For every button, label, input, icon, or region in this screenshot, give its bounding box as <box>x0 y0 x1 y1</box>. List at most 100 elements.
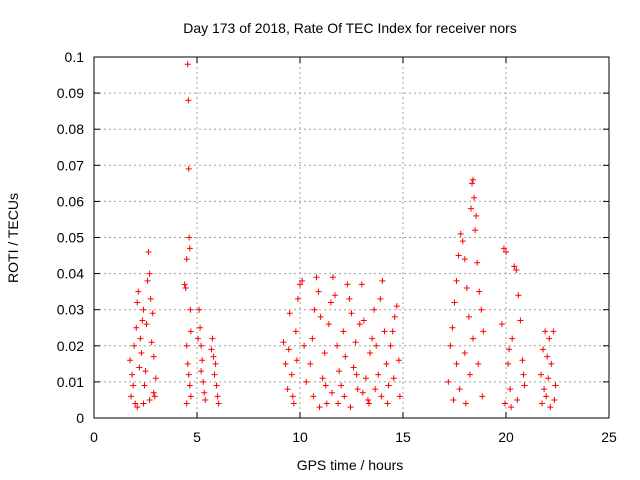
data-point <box>548 360 555 367</box>
data-point <box>498 321 505 328</box>
y-tick-label: 0.01 <box>57 374 84 390</box>
data-point <box>540 346 547 353</box>
x-tick-label: 15 <box>395 429 411 445</box>
y-tick-label: 0.08 <box>57 121 84 137</box>
x-tick-label: 20 <box>498 429 514 445</box>
y-tick-label: 0.04 <box>57 266 84 282</box>
data-point <box>381 328 388 335</box>
data-point <box>288 371 295 378</box>
data-point <box>476 288 483 295</box>
data-point <box>315 288 322 295</box>
data-point <box>393 303 400 310</box>
data-point <box>143 321 150 328</box>
data-point <box>199 357 206 364</box>
data-point <box>470 335 477 342</box>
data-point <box>282 360 289 367</box>
y-tick-label: 0.06 <box>57 193 84 209</box>
data-point <box>181 281 188 288</box>
data-point <box>187 306 194 313</box>
data-point <box>475 360 482 367</box>
data-point <box>472 227 479 234</box>
data-point <box>449 324 456 331</box>
data-point <box>372 386 379 393</box>
data-point <box>210 353 217 360</box>
data-point <box>138 350 145 357</box>
data-point <box>213 382 220 389</box>
data-point <box>456 386 463 393</box>
data-point <box>347 404 354 411</box>
data-point <box>546 335 553 342</box>
data-point <box>128 393 135 400</box>
data-point <box>390 375 397 382</box>
data-point <box>503 248 509 255</box>
data-point <box>185 371 192 378</box>
data-point <box>328 389 335 396</box>
data-point <box>362 375 369 382</box>
y-tick-label: 0.02 <box>57 338 84 354</box>
data-point <box>149 310 156 317</box>
y-tick-label: 0 <box>76 410 84 426</box>
data-point <box>342 353 349 360</box>
data-point <box>297 281 303 288</box>
data-point <box>198 368 205 375</box>
data-point <box>389 328 396 335</box>
data-point <box>325 321 332 328</box>
data-point <box>135 288 142 295</box>
data-point <box>369 335 376 342</box>
data-point <box>366 400 373 407</box>
data-point <box>459 238 466 245</box>
data-point <box>211 371 218 378</box>
data-point <box>511 263 518 270</box>
data-point <box>461 350 468 357</box>
ticks-layer: 0 5 10 15 20 25 0 0.01 0.02 0.03 0.04 0.05 0.06 0.07 0… <box>57 49 617 445</box>
data-point <box>129 371 136 378</box>
data-point <box>469 180 476 187</box>
y-tick-label: 0.1 <box>65 49 85 65</box>
data-point <box>131 342 138 349</box>
data-point <box>447 342 454 349</box>
data-point <box>547 404 554 411</box>
data-point <box>197 324 204 331</box>
data-point <box>140 306 147 313</box>
y-axis-label: ROTI / TECUs <box>5 193 21 283</box>
data-point <box>127 357 134 364</box>
data-point <box>150 353 157 360</box>
data-point <box>474 259 481 266</box>
data-point <box>139 317 146 324</box>
data-point <box>299 277 306 284</box>
data-point <box>341 393 348 400</box>
data-point <box>348 310 355 317</box>
data-point <box>457 230 464 237</box>
data-point <box>329 274 336 281</box>
data-point <box>385 382 392 389</box>
data-point <box>133 324 140 331</box>
data-point <box>307 360 314 367</box>
data-point <box>451 299 458 306</box>
data-point <box>327 299 334 306</box>
data-point <box>519 357 526 364</box>
data-marks-layer <box>127 61 559 411</box>
data-point <box>292 328 299 335</box>
data-point <box>517 317 524 324</box>
data-point <box>290 400 297 407</box>
data-point <box>323 400 330 407</box>
data-point <box>313 274 320 281</box>
data-point <box>505 360 512 367</box>
plot-frame <box>93 56 610 419</box>
data-point <box>552 382 559 389</box>
data-point <box>334 342 341 349</box>
data-point <box>480 328 487 335</box>
data-point <box>212 360 219 367</box>
data-point <box>289 393 296 400</box>
data-point <box>335 400 342 407</box>
data-point <box>148 339 155 346</box>
data-point <box>183 256 190 263</box>
data-point <box>462 400 469 407</box>
data-point <box>187 393 194 400</box>
grid-layer <box>94 57 609 418</box>
data-point <box>340 328 347 335</box>
data-point <box>134 404 141 411</box>
data-point <box>215 400 222 407</box>
data-point <box>284 386 291 393</box>
data-point <box>184 61 191 68</box>
